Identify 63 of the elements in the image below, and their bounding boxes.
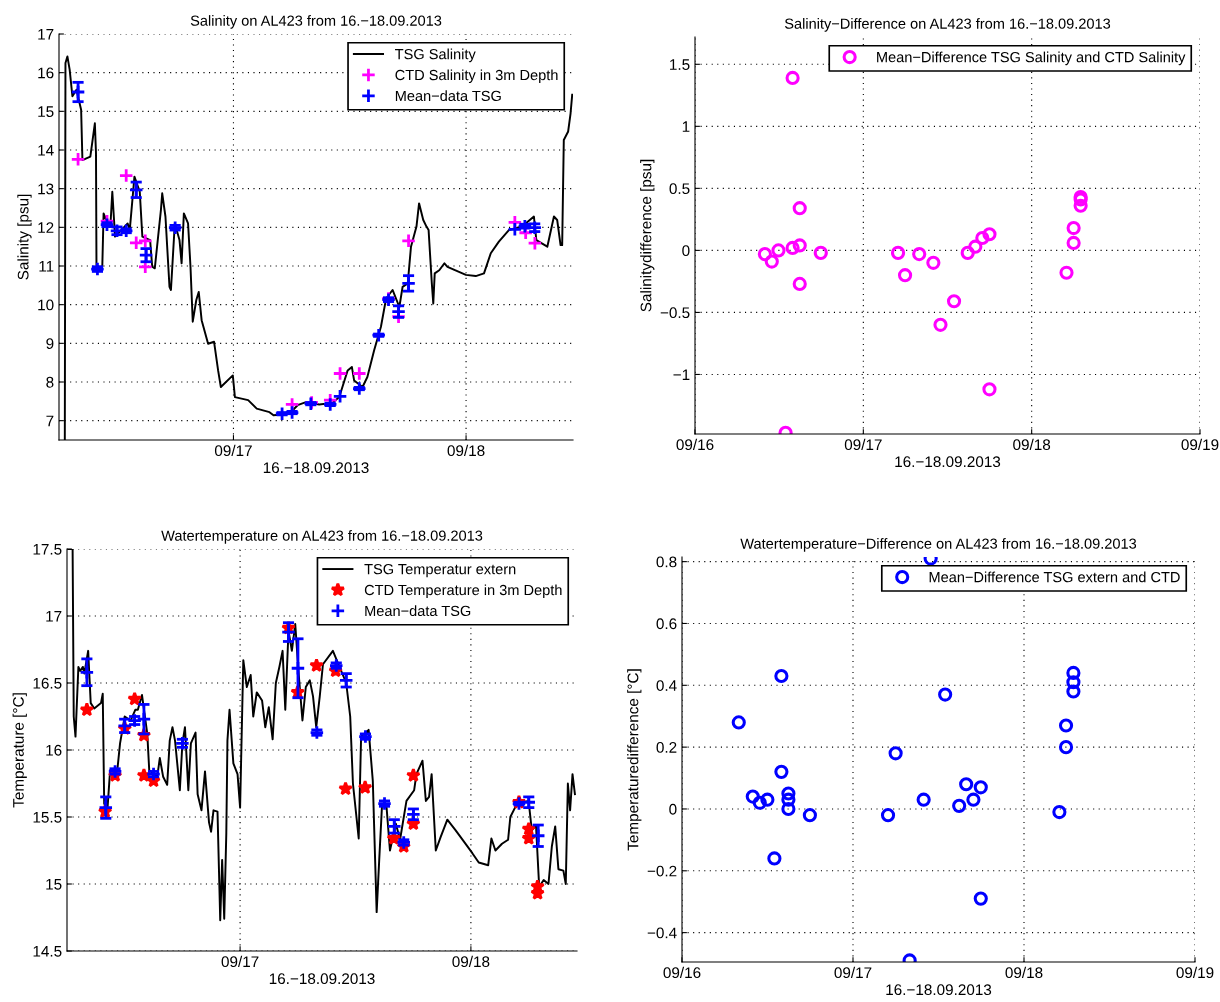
y-tick-label: 17 — [46, 611, 62, 622]
x-axis-title: 16.−18.09.2013 — [263, 462, 369, 474]
y-tick-label: −0.4 — [647, 927, 677, 939]
x-axis-title: 16.−18.09.2013 — [886, 984, 992, 996]
x-tick-label: 09/18 — [452, 955, 490, 968]
legend-label: TSG Salinity — [395, 48, 476, 63]
y-tick-label: 16 — [46, 744, 62, 756]
legend-label: TSG Temperatur extern — [364, 563, 516, 578]
x-tick-label: 09/16 — [663, 966, 701, 979]
y-tick-label: 17.5 — [33, 544, 62, 555]
y-tick-label: 0 — [682, 245, 690, 257]
x-tick-label: 09/16 — [676, 438, 714, 451]
y-tick-label: 0.5 — [669, 183, 690, 195]
x-tick-label: 09/17 — [221, 955, 259, 968]
x-tick-label: 09/17 — [214, 444, 252, 457]
x-tick-label: 09/17 — [834, 966, 872, 979]
y-tick-label: 1 — [682, 121, 690, 132]
y-axis-title: Salinitydifference [psu] — [640, 159, 655, 312]
y-tick-label: 11 — [39, 261, 54, 272]
x-tick-label: 09/18 — [1013, 438, 1051, 451]
legend-label: CTD Salinity in 3m Depth — [395, 69, 558, 84]
y-axis-title: Salinity [psu] — [17, 194, 32, 280]
y-tick-label: 8 — [46, 376, 54, 388]
legend-label: Mean−data TSG — [365, 605, 471, 617]
y-tick-label: 0.2 — [656, 742, 677, 753]
chart-title: Salinity on AL423 from 16.−18.09.2013 — [190, 15, 442, 29]
legend-label: Mean−Difference TSG Salinity and CTD Salinity — [877, 51, 1186, 66]
y-tick-label: 16 — [38, 67, 54, 79]
chart-title: Watertemperature on AL423 from 16.−18.09.2013 — [161, 530, 483, 544]
y-tick-label: −0.2 — [647, 865, 677, 877]
y-tick-label: 15 — [38, 106, 54, 118]
y-tick-label: 15 — [46, 879, 62, 890]
y-tick-label: 0 — [669, 803, 677, 815]
y-tick-label: −0.5 — [660, 307, 690, 319]
y-tick-label: 0.6 — [656, 618, 677, 630]
y-tick-label: 7 — [46, 415, 54, 427]
legend-label: Mean−Difference TSG extern and CTD — [929, 571, 1180, 583]
y-tick-label: 0.4 — [656, 680, 677, 691]
y-tick-label: 14 — [38, 145, 54, 156]
x-tick-label: 09/17 — [844, 438, 882, 451]
chart-title: Watertemperature−Difference on AL423 from 16.−18.09.2013 — [740, 538, 1137, 552]
chart-title: Salinity−Difference on AL423 from 16.−18.09.2013 — [784, 18, 1111, 32]
y-tick-label: 14.5 — [33, 946, 62, 957]
y-tick-label: 17 — [38, 29, 54, 40]
y-tick-label: 16.5 — [33, 677, 62, 689]
legend-label: Mean−data TSG — [395, 90, 501, 102]
x-tick-label: 09/18 — [447, 444, 485, 457]
legend-label: CTD Temperature in 3m Depth — [364, 584, 562, 599]
y-tick-label: 1.5 — [670, 59, 690, 70]
y-axis-title: Temperaturedifference [°C] — [627, 669, 642, 851]
y-tick-label: 12 — [38, 222, 54, 233]
x-axis-title: 16.−18.09.2013 — [269, 973, 375, 985]
y-tick-label: 13 — [38, 183, 54, 195]
y-tick-label: 0.8 — [656, 556, 677, 568]
x-tick-label: 09/18 — [1005, 966, 1043, 979]
x-axis-title: 16.−18.09.2013 — [895, 456, 1001, 468]
y-tick-label: −1 — [673, 369, 690, 380]
y-tick-label: 9 — [46, 338, 54, 350]
x-tick-label: 09/19 — [1176, 966, 1214, 979]
y-axis-title: Temperature [°C] — [12, 693, 27, 808]
y-tick-label: 10 — [38, 299, 54, 311]
y-tick-label: 15.5 — [33, 812, 62, 823]
x-tick-label: 09/19 — [1181, 438, 1219, 451]
